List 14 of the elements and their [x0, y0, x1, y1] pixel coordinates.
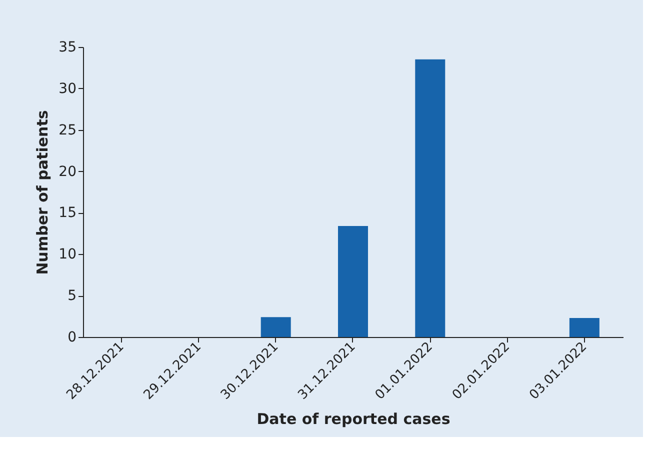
- y-tick-label: 25: [58, 122, 76, 138]
- bar: [260, 317, 291, 337]
- y-tick-label: 5: [68, 288, 76, 304]
- bar: [569, 318, 600, 337]
- bar: [415, 59, 446, 337]
- y-tick-label: 20: [58, 164, 76, 180]
- y-tick-label: 35: [58, 40, 76, 56]
- y-tick-label: 10: [58, 246, 76, 263]
- x-axis-title: Date of reported cases: [256, 410, 450, 428]
- y-tick-label: 0: [68, 330, 76, 346]
- y-tick-label: 15: [58, 205, 76, 222]
- y-axis-title: Number of patients: [34, 110, 52, 275]
- bar: [338, 226, 368, 337]
- y-tick-label: 30: [58, 80, 76, 97]
